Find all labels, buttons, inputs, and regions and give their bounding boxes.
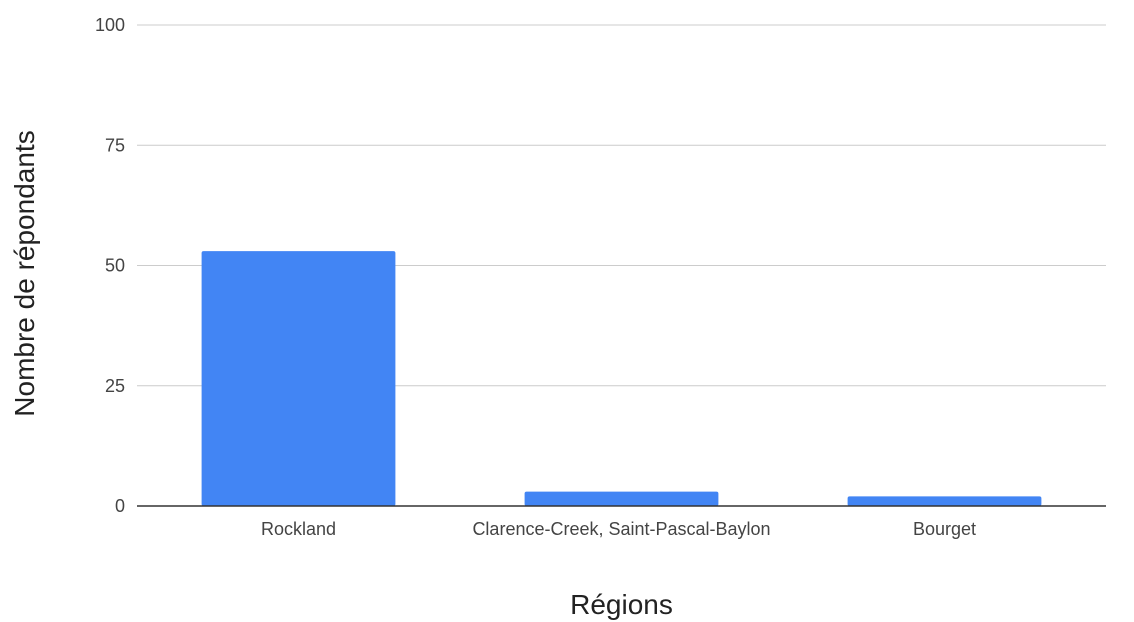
axes: 0 25 50 75 100 Rockland Clarence-Creek, Saint-… xyxy=(95,15,1106,539)
y-tick-label: 0 xyxy=(115,496,125,516)
x-tick-label: Clarence-Creek, Saint-Pascal-Baylon xyxy=(472,519,770,539)
bar xyxy=(201,251,396,506)
y-tick-label: 100 xyxy=(95,15,125,35)
y-tick-label: 25 xyxy=(105,376,125,396)
x-tick-label: Rockland xyxy=(261,519,336,539)
bars xyxy=(201,251,1042,506)
y-axis-title: Nombre de répondants xyxy=(9,130,40,416)
x-axis-title: Régions xyxy=(570,589,673,620)
bar xyxy=(847,496,1042,506)
x-tick-label: Bourget xyxy=(913,519,976,539)
bar xyxy=(524,491,719,506)
y-tick-label: 75 xyxy=(105,135,125,155)
y-tick-label: 50 xyxy=(105,256,125,276)
